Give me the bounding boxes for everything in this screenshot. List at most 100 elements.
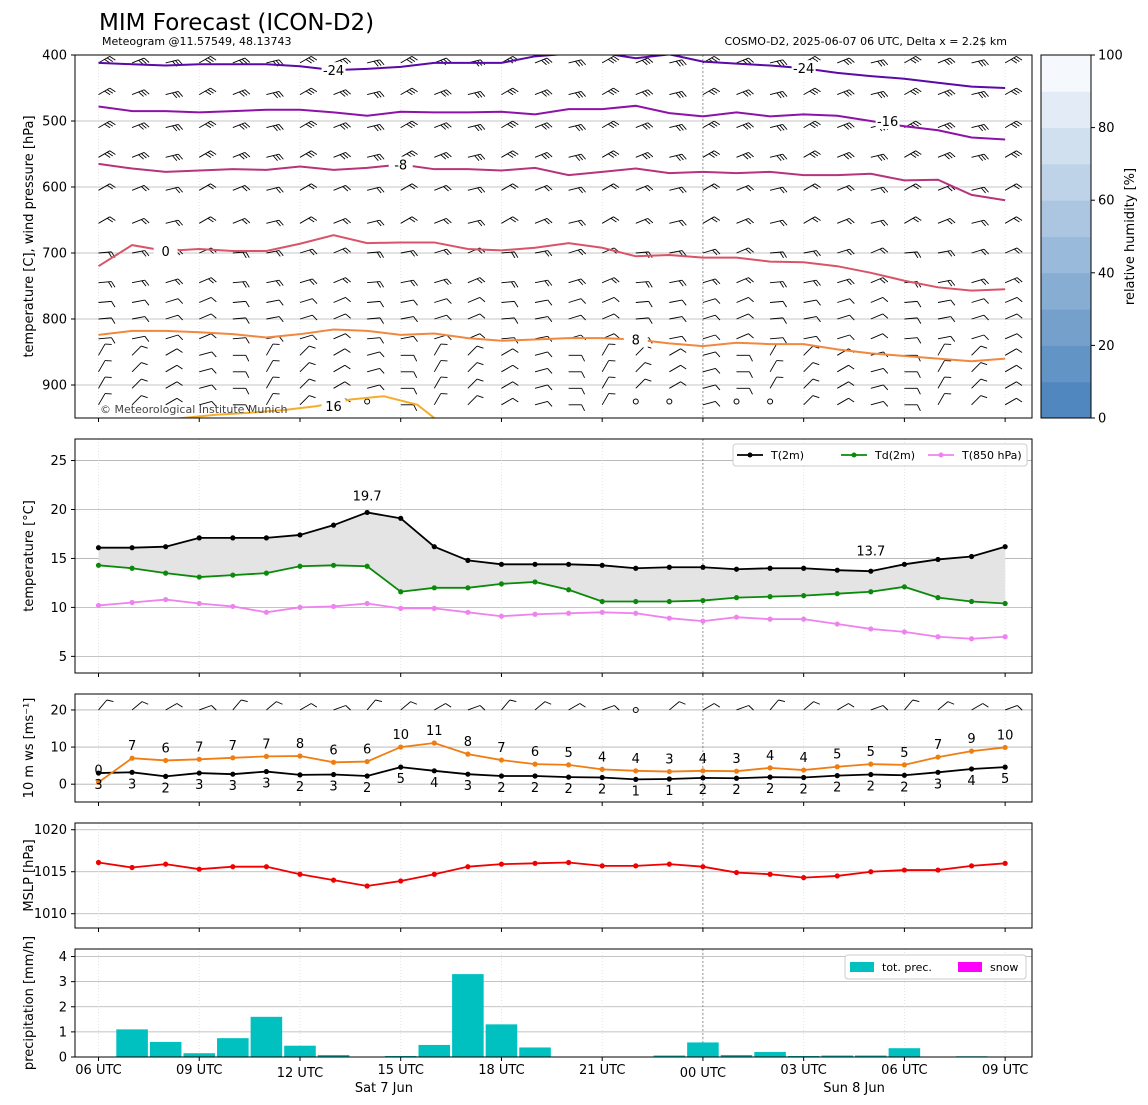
- temperature-series-2: [98, 598, 1006, 640]
- temperature-series-0-point: [700, 564, 706, 570]
- wind-barb: [534, 701, 552, 711]
- wind-barb: [165, 364, 183, 373]
- wind-barb: [534, 57, 553, 66]
- wind-barb: [971, 248, 989, 256]
- y-tick-label: 10: [50, 601, 67, 616]
- wind-barb: [870, 153, 889, 161]
- gust-label: 8: [464, 735, 472, 750]
- wind-barb: [266, 219, 284, 227]
- wind-barb: [736, 152, 754, 160]
- precip-bar: [754, 1051, 786, 1057]
- wind-barb: [467, 91, 486, 99]
- wind-barb: [1004, 150, 1023, 158]
- wind-barb: [837, 278, 855, 285]
- isotherm-label-bg: [153, 243, 178, 260]
- wind-barb: [904, 216, 922, 224]
- precip-bar: [653, 1055, 686, 1057]
- wind-barb: [165, 91, 183, 99]
- wind-barb: [1004, 56, 1023, 64]
- wind-barb: [333, 381, 351, 389]
- temperature-series-0-point: [968, 553, 975, 560]
- mslp-line-point: [868, 869, 874, 875]
- temperature-series-0-point: [935, 556, 941, 563]
- temperature-series-2-point: [834, 621, 840, 627]
- wind-barb: [299, 703, 318, 711]
- mslp-line-point: [532, 860, 538, 866]
- wind-barb: [501, 183, 519, 191]
- mean-wind-line-point: [297, 772, 303, 778]
- wind-barb: [199, 277, 217, 284]
- wind-barb: [434, 185, 452, 192]
- precip-bar: [284, 1045, 316, 1057]
- wind-barb: [299, 314, 318, 321]
- wind-barb: [568, 278, 586, 285]
- gust-line-point: [196, 756, 202, 762]
- wind-barb: [803, 362, 820, 373]
- wind-barb: [400, 404, 418, 412]
- wind-barb: [837, 397, 855, 406]
- wind-barb: [568, 59, 586, 67]
- wind-barb: [199, 150, 217, 158]
- wind-barb: [837, 185, 855, 192]
- wind-barb: [736, 354, 753, 362]
- wind-barb: [232, 57, 251, 66]
- precipitation-panel: tot. prec. snow 0 1 2 3 4 precipitation [mm/h] 0…: [22, 936, 1032, 1096]
- wind-barb: [904, 183, 922, 191]
- wind-barb: [904, 337, 922, 344]
- wind-barb: [937, 360, 952, 373]
- precip-bar: [418, 1044, 451, 1057]
- wind-barb: [131, 316, 150, 323]
- wind-barb: [635, 218, 654, 225]
- wind-barb: [803, 183, 821, 191]
- gust-label: 0: [94, 763, 102, 778]
- wind-barb: [131, 185, 150, 192]
- temperature-series-0-point: [163, 544, 169, 550]
- gust-line-point: [633, 768, 639, 774]
- gust-label: 7: [934, 738, 942, 753]
- wind-barb: [434, 703, 452, 711]
- wind-barb: [367, 351, 385, 358]
- wind-barb: [501, 150, 519, 158]
- wind-barb: [434, 218, 452, 225]
- wind-barb: [333, 247, 351, 254]
- isotherm-label: -16: [877, 115, 898, 130]
- mean-wind-line-point: [666, 776, 672, 782]
- wind-barb: [568, 354, 586, 362]
- wind-barb: [299, 334, 318, 341]
- wind-barb: [937, 122, 956, 130]
- mean-wind-label: 3: [229, 779, 237, 794]
- colorbar-segment: [1041, 381, 1091, 419]
- wind-barb: [770, 337, 787, 344]
- mslp-line-point: [599, 863, 605, 869]
- calm-wind-marker: [632, 398, 639, 405]
- gust-label: 4: [598, 750, 606, 765]
- wind-barb: [165, 59, 183, 67]
- wind-barb: [736, 387, 753, 395]
- temperature-series-1-point: [398, 589, 404, 595]
- wind-barb-field: [98, 56, 1023, 412]
- temperature-series-1-point: [465, 585, 471, 591]
- temperature-series-0-point: [398, 515, 404, 521]
- gust-label: 6: [162, 741, 170, 756]
- wind-barb: [299, 278, 318, 285]
- wind-barb: [702, 120, 721, 129]
- mslp-line-point: [700, 864, 706, 870]
- temperature-series-0-point: [599, 562, 605, 568]
- temperature-series-0-point: [263, 535, 269, 541]
- wind-barb: [199, 120, 217, 129]
- y-axis-label: 10 m ws [ms⁻¹]: [22, 698, 37, 799]
- wind-barb: [400, 87, 418, 96]
- wind-barb: [669, 364, 687, 373]
- wind-barb: [568, 703, 586, 711]
- wind-panel: 3037263737372836265104113827262524141324…: [22, 694, 1032, 806]
- gust-label: 11: [426, 724, 443, 739]
- x-tick-label: 06 UTC: [881, 1063, 927, 1078]
- temperature-legend: T(2m) Td(2m) T(850 hPa): [732, 443, 1028, 467]
- wind-barb: [434, 298, 452, 304]
- wind-barb: [568, 248, 586, 256]
- wind-barb: [131, 218, 150, 225]
- wind-barb: [501, 381, 519, 389]
- mean-wind-label: 2: [800, 783, 808, 798]
- wind-barb: [266, 393, 280, 406]
